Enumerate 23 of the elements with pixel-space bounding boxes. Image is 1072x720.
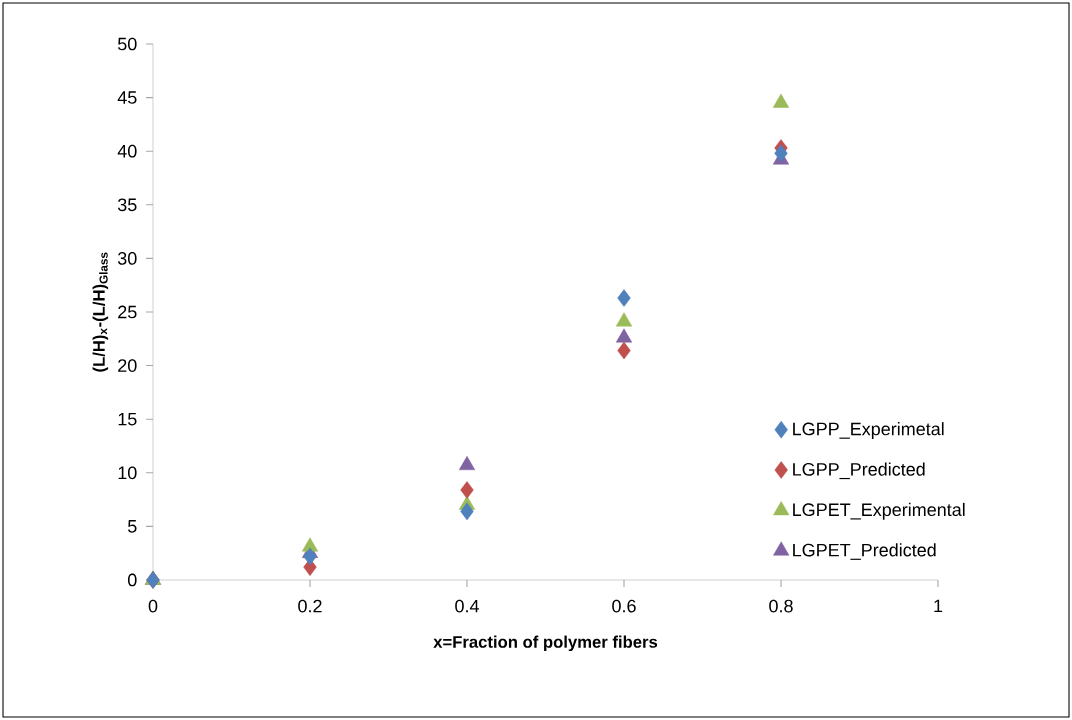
y-tick-label: 50 bbox=[117, 37, 137, 51]
legend-label: LGPET_Predicted bbox=[793, 543, 936, 560]
x-tick-label: 0.2 bbox=[298, 599, 322, 613]
y-tick-label: 35 bbox=[117, 198, 137, 212]
x-tick-label: 0.8 bbox=[769, 599, 793, 613]
y-tick-label: 0 bbox=[128, 573, 137, 587]
y-tick-label: 20 bbox=[118, 359, 137, 372]
y-tick-label: 15 bbox=[118, 412, 137, 426]
legend-label: LGPP_Experimetal bbox=[793, 422, 944, 439]
y-tick-label: 45 bbox=[117, 91, 137, 104]
y-tick-label: 40 bbox=[117, 144, 137, 158]
x-tick-label: 0 bbox=[148, 599, 158, 613]
x-tick-label: 0.4 bbox=[455, 599, 479, 613]
x-tick-label: 0.6 bbox=[612, 599, 636, 613]
y-tick-label: 5 bbox=[128, 520, 137, 533]
y-tick-label: 25 bbox=[118, 305, 137, 319]
y-tick-label: 30 bbox=[117, 252, 137, 265]
legend-label: LGPET_Experimental bbox=[793, 502, 965, 520]
x-axis-title: x=Fraction of polymer fibers bbox=[433, 635, 658, 652]
legend-label: LGPP_Predicted bbox=[793, 462, 925, 480]
y-axis-title: (L/H)$_{x}$-(L/H)$_{Glass}$ bbox=[92, 252, 109, 372]
y-tick-label: 10 bbox=[118, 466, 137, 480]
x-tick-label: 1 bbox=[934, 599, 943, 613]
